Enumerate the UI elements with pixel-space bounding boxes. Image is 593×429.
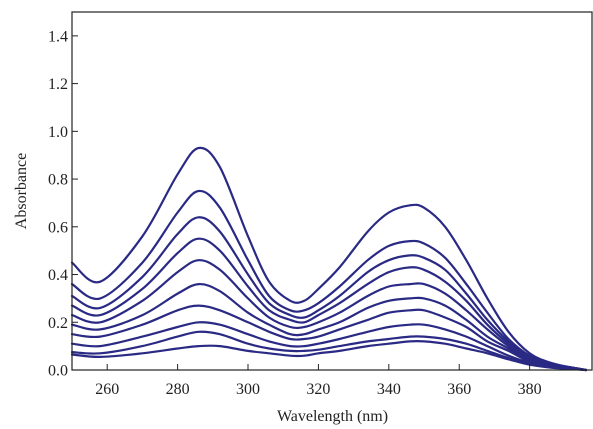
spectrum-line-10 xyxy=(70,340,588,372)
y-tick-label: 1.4 xyxy=(48,28,68,45)
x-tick-label: 280 xyxy=(166,381,190,398)
spectrum-line-4 xyxy=(70,237,588,372)
spectrum-line-7 xyxy=(70,304,588,372)
x-axis-title: Wavelength (nm) xyxy=(277,408,388,425)
y-tick-label: 0.6 xyxy=(48,219,68,236)
x-tick-label: 300 xyxy=(236,381,260,398)
spectrum-line-1 xyxy=(70,146,588,372)
y-tick-label: 0.2 xyxy=(48,315,68,332)
y-tick-label: 0.0 xyxy=(48,363,68,380)
y-axis-title: Absorbance xyxy=(13,153,30,229)
series-layer xyxy=(70,146,588,372)
y-tick-label: 0.8 xyxy=(48,172,68,189)
spectrum-line-6 xyxy=(70,282,588,372)
x-tick-label: 320 xyxy=(306,381,330,398)
y-tick-label: 1.2 xyxy=(48,76,68,93)
x-tick-label: 260 xyxy=(95,381,119,398)
x-tick-label: 340 xyxy=(377,381,401,398)
spectrum-line-5 xyxy=(70,259,588,372)
ticks-layer: 260 280 300 320 340 360 380 0.0 0.2 0.4 0.6 0.8 1.0 1… xyxy=(48,28,542,398)
y-tick-label: 0.4 xyxy=(48,267,68,284)
plot-frame xyxy=(71,11,593,371)
spectrum-line-8 xyxy=(70,321,588,372)
x-tick-label: 360 xyxy=(447,381,471,398)
x-tick-label: 380 xyxy=(518,381,542,398)
y-tick-label: 1.0 xyxy=(48,124,68,141)
spectrum-line-2 xyxy=(70,189,588,372)
spectrum-line-3 xyxy=(70,216,588,372)
